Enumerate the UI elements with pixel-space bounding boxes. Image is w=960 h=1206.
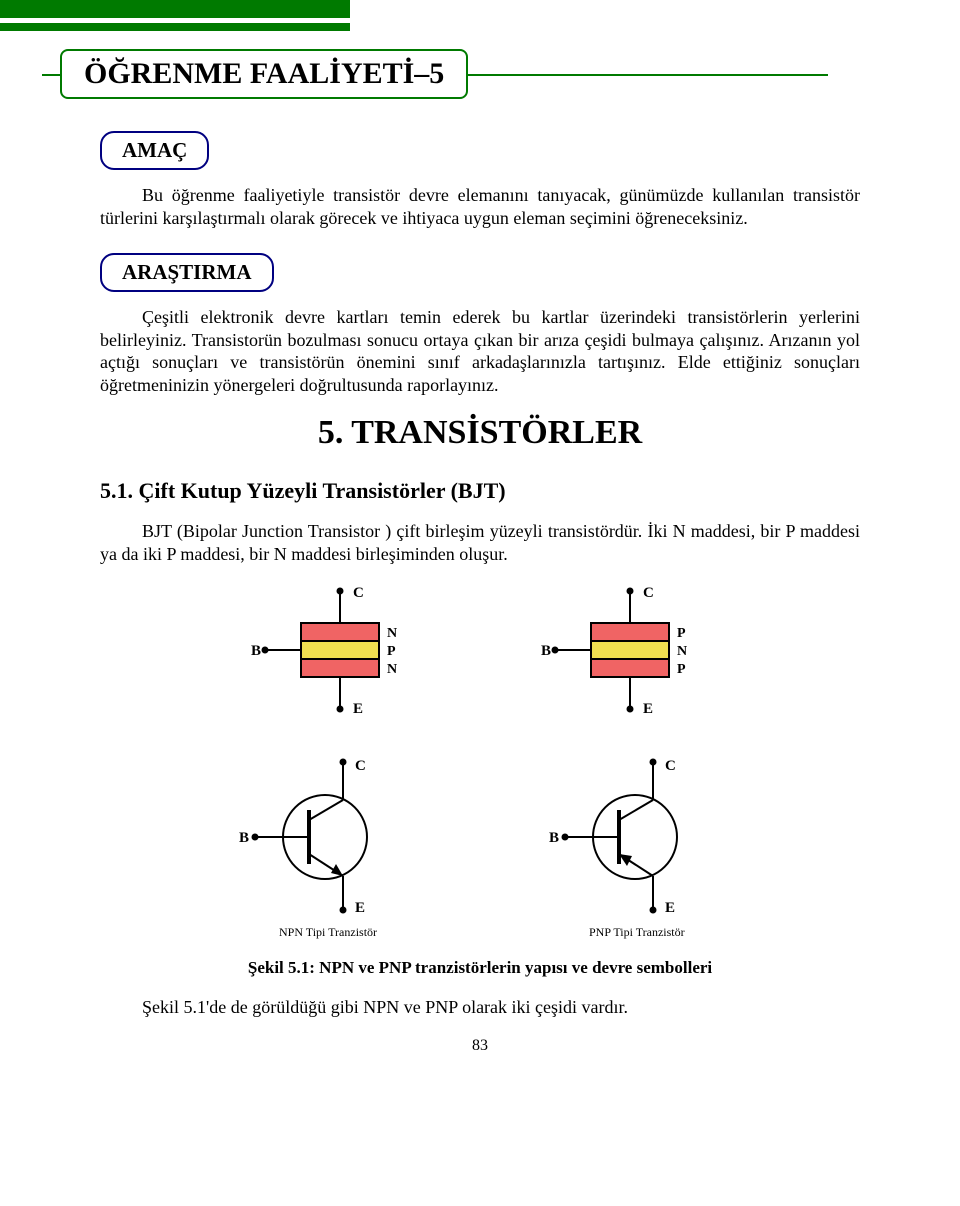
figure-row-symbols: C B E NPN Tipi Tranzistör [100, 752, 860, 942]
sym-pnp-e: E [665, 900, 675, 916]
npn-layer-1: P [387, 644, 396, 659]
sym-pnp-b: B [549, 830, 559, 846]
section-body-2: Şekil 5.1'de de görüldüğü gibi NPN ve PN… [100, 996, 860, 1019]
amac-paragraph: Bu öğrenme faaliyetiyle transistör devre… [100, 184, 860, 229]
figure-caption: Şekil 5.1: NPN ve PNP tranzistörlerin ya… [100, 958, 860, 978]
lesson-title: ÖĞRENME FAALİYETİ–5 [60, 49, 468, 99]
header-decoration [0, 0, 960, 31]
amac-pill: AMAÇ [100, 131, 209, 170]
pnp-symbol-caption: PNP Tipi Tranzistör [589, 925, 685, 939]
sym-npn-e: E [355, 900, 365, 916]
section-title: 5. TRANSİSTÖRLER [100, 414, 860, 452]
section-subheading: 5.1. Çift Kutup Yüzeyli Transistörler (B… [100, 478, 860, 504]
pnp-layer-block [591, 623, 669, 677]
npn-structure-diagram: C N P N B E [245, 583, 425, 738]
pnp-structure-diagram: C P N P B E [535, 583, 715, 738]
pnp-symbol-diagram: C B E PNP Tipi Tranzistör [535, 752, 735, 942]
npn-symbol-caption: NPN Tipi Tranzistör [279, 925, 377, 939]
sym-npn-b: B [239, 830, 249, 846]
page-number: 83 [100, 1037, 860, 1055]
arastirma-pill: ARAŞTIRMA [100, 253, 274, 292]
arastirma-paragraph: Çeşitli elektronik devre kartları temin … [100, 306, 860, 396]
sym-npn-c: C [355, 758, 366, 774]
npn-symbol-diagram: C B E NPN Tipi Tranzistör [225, 752, 425, 942]
label-b-2: B [541, 643, 551, 659]
document-page: ÖĞRENME FAALİYETİ–5 AMAÇ Bu öğrenme faal… [0, 0, 960, 1085]
figure-row-structures: C N P N B E [100, 583, 860, 738]
npn-layer-0: N [387, 626, 397, 641]
label-c: C [353, 585, 364, 601]
label-c-2: C [643, 585, 654, 601]
lesson-title-frame: ÖĞRENME FAALİYETİ–5 [60, 49, 468, 99]
pnp-layer-2: P [677, 662, 686, 677]
header-bar-thin [0, 23, 350, 31]
header-bar-thick [0, 0, 350, 18]
npn-layer-block [301, 623, 379, 677]
sym-pnp-c: C [665, 758, 676, 774]
pnp-layer-0: P [677, 626, 686, 641]
section-body-1: BJT (Bipolar Junction Transistor ) çift … [100, 520, 860, 565]
npn-layer-2: N [387, 662, 397, 677]
pnp-layer-1: N [677, 644, 687, 659]
page-content: AMAÇ Bu öğrenme faaliyetiyle transistör … [0, 125, 960, 1055]
label-b: B [251, 643, 261, 659]
label-e: E [353, 701, 363, 717]
label-e-2: E [643, 701, 653, 717]
